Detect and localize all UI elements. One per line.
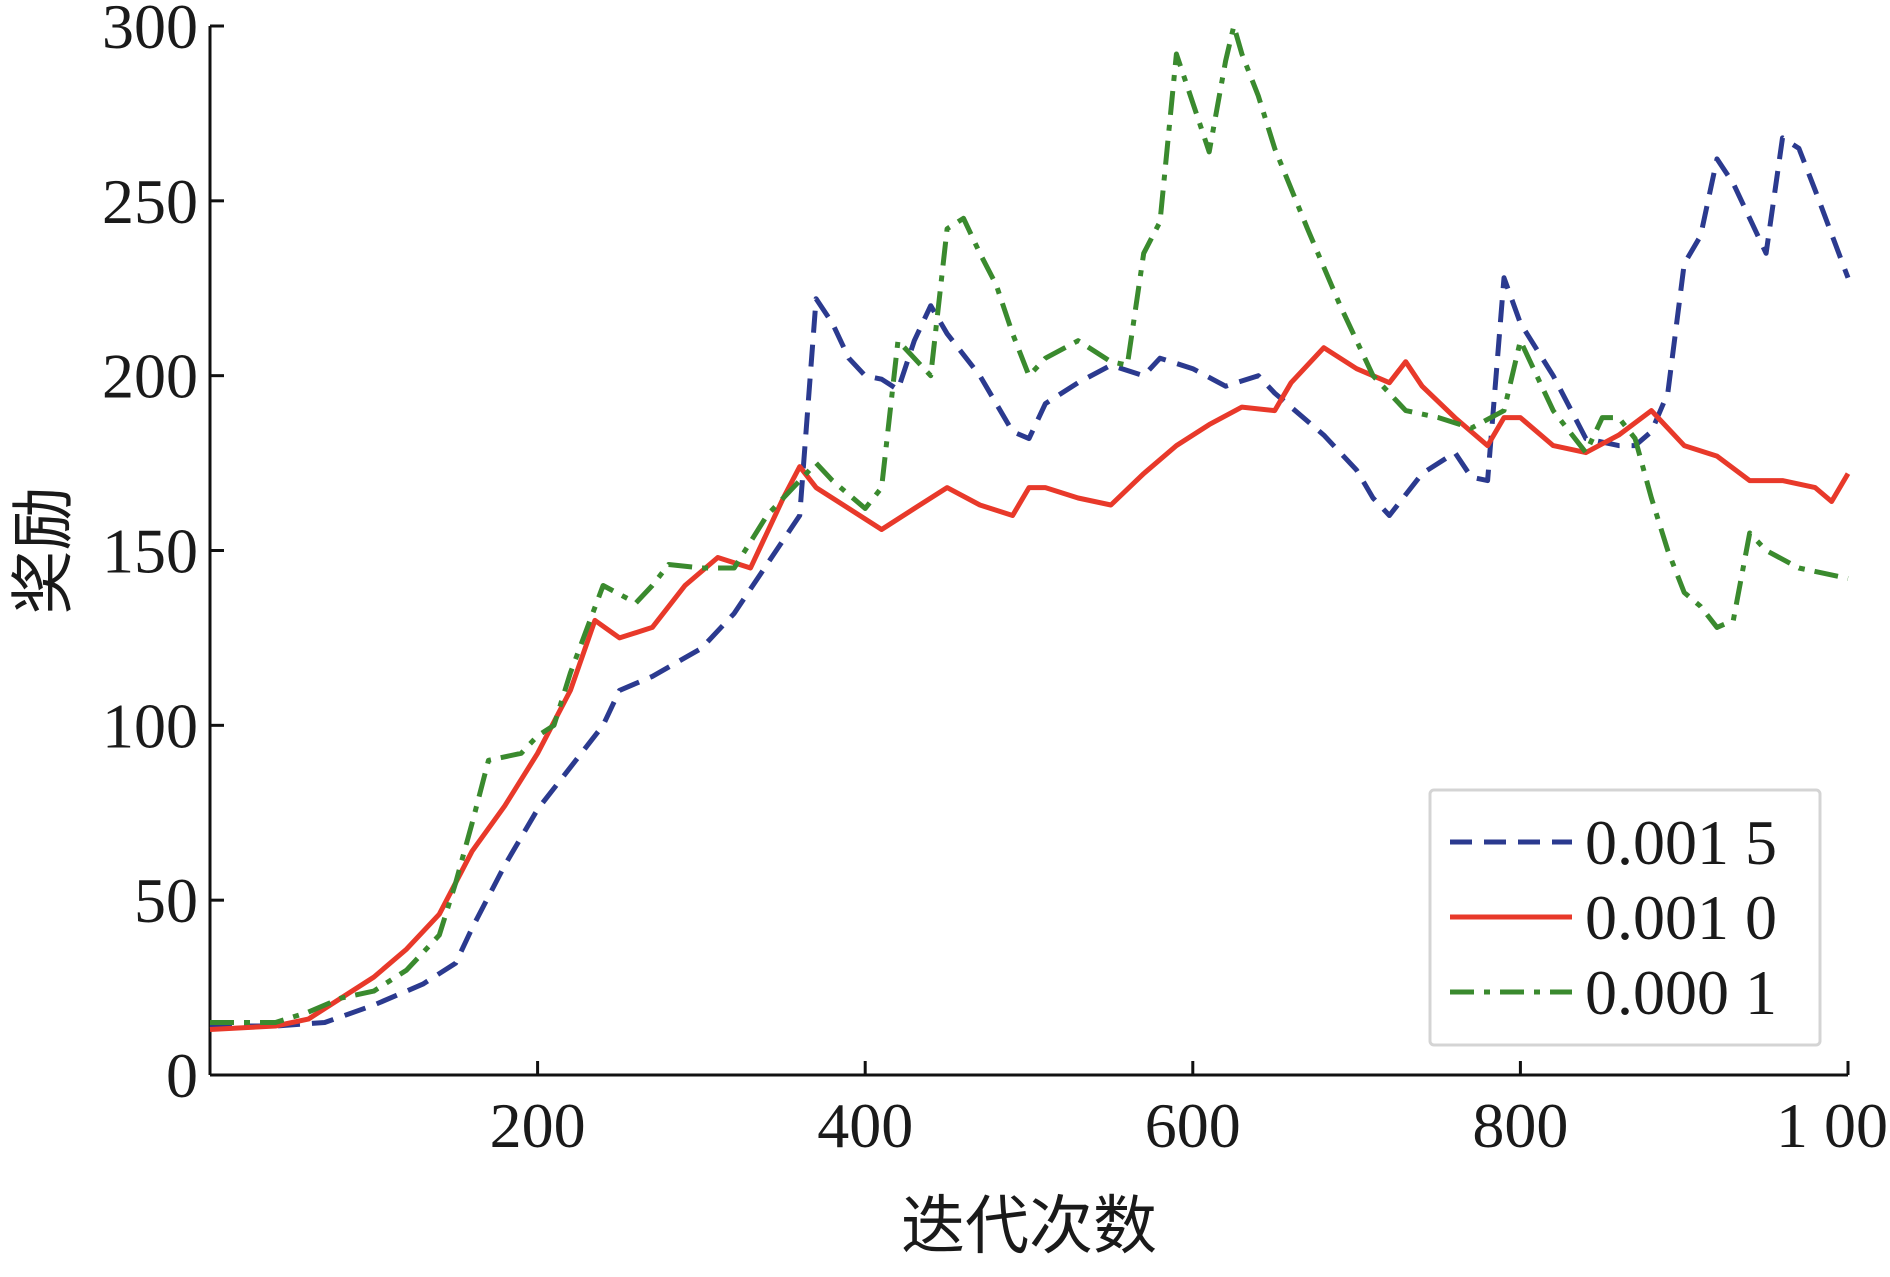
legend-label-1: 0.001 5	[1585, 807, 1777, 878]
y-axis-title: 奖励	[8, 487, 82, 615]
y-tick-label: 100	[102, 690, 198, 761]
legend-label-2: 0.001 0	[1585, 882, 1777, 953]
x-tick-label: 400	[817, 1090, 913, 1161]
y-tick-label: 300	[102, 0, 198, 62]
x-tick-label: 1 000	[1776, 1090, 1890, 1161]
x-axis: 200 400 600 800 1 000	[210, 1061, 1890, 1161]
legend: 0.001 50.001 00.000 1	[1428, 788, 1822, 1047]
x-tick-label: 800	[1472, 1090, 1568, 1161]
legend-label-3: 0.000 1	[1585, 957, 1777, 1028]
legend-box	[1428, 788, 1822, 1047]
y-axis: 0 50 100 150 200 250 300	[102, 0, 224, 1111]
y-tick-label: 250	[102, 166, 198, 237]
series-line-2	[209, 345, 1851, 1032]
x-tick-label: 600	[1145, 1090, 1241, 1161]
y-tick-label: 200	[102, 341, 198, 412]
series-layer	[209, 23, 1851, 1032]
y-tick-label: 50	[134, 865, 198, 936]
x-tick-label: 200	[490, 1090, 586, 1161]
x-axis-title: 迭代次数	[901, 1190, 1157, 1264]
y-tick-label: 150	[102, 516, 198, 587]
y-tick-label: 0	[166, 1040, 198, 1111]
series-line-3	[210, 23, 1849, 1025]
